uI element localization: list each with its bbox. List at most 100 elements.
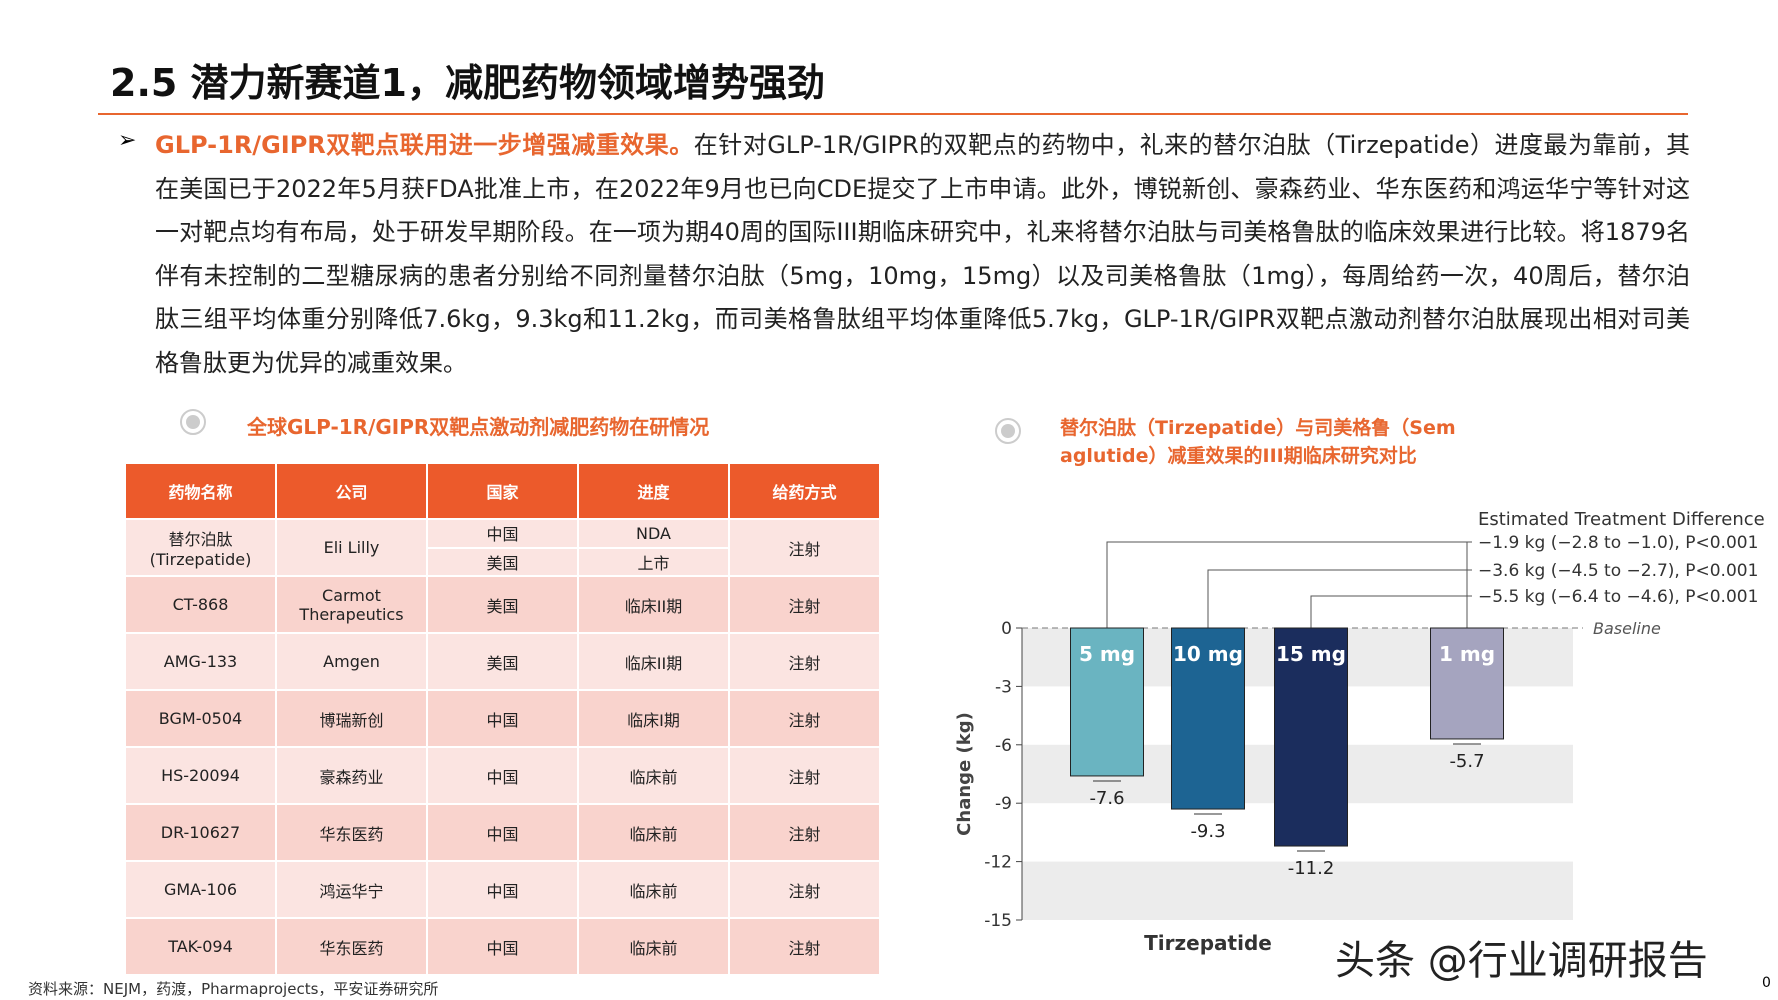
- table-cell: 替尔泊肽 (Tirzepatide): [124, 518, 277, 577]
- column-header: 公司: [275, 462, 428, 520]
- bar: [1070, 627, 1144, 777]
- table-row: 替尔泊肽 (Tirzepatide) Eli Lilly 中国 NDA 注射: [124, 518, 881, 577]
- group-label: Tirzepatide: [1144, 931, 1272, 955]
- icon: [1001, 424, 1015, 438]
- table-cell: 注射: [728, 860, 881, 919]
- y-tick-label: -12: [984, 853, 1012, 873]
- y-axis-label: Change (kg): [954, 712, 975, 836]
- table-cell: 中国: [426, 917, 579, 976]
- highlight: GLP-1R/GIPR双靶点联用进一步增强减重效果。: [155, 131, 694, 159]
- column-header: 国家: [426, 462, 579, 520]
- table-row: AMG-133 Amgen 美国 临床II期 注射: [124, 632, 881, 691]
- table-cell: 美国: [426, 632, 579, 691]
- annotation: −3.6 kg (−4.5 to −2.7), P<0.001: [1478, 561, 1758, 581]
- table-cell: 注射: [728, 518, 881, 577]
- bar-category: 15 mg: [1276, 642, 1346, 666]
- paragraph-text: 在针对GLP-1R/GIPR的双靶点的药物中，礼来的替尔泊肽（Tirzepati…: [155, 131, 1690, 377]
- value-label: -5.7: [1449, 751, 1484, 772]
- table-cell: 上市: [577, 546, 730, 577]
- bar-category: 1 mg: [1439, 642, 1495, 666]
- paragraph: GLP-1R/GIPR双靶点联用进一步增强减重效果。在针对GLP-1R/GIPR…: [155, 124, 1690, 385]
- annotation: −1.9 kg (−2.8 to −1.0), P<0.001: [1478, 533, 1758, 553]
- table-cell: 注射: [728, 632, 881, 691]
- band: [1022, 861, 1573, 920]
- bar: [1171, 627, 1245, 810]
- table-cell: Carmot Therapeutics: [275, 575, 428, 634]
- legend-title: Estimated Treatment Difference: [1478, 509, 1765, 530]
- table: 药物名称 公司 国家 进度 给药方式 替尔泊肽 (Tirzepatide) Eli Lill…: [124, 462, 881, 976]
- table-cell: 博瑞新创: [275, 689, 428, 748]
- table-cell: NDA: [577, 518, 730, 549]
- value-label: -7.6: [1089, 788, 1124, 809]
- y-tick-label: -15: [984, 911, 1012, 931]
- bar: [1430, 627, 1504, 740]
- page-number: 0: [1762, 975, 1771, 991]
- table-cell: BGM-0504: [124, 689, 277, 748]
- table-cell: 鸿运华宁: [275, 860, 428, 919]
- table-cell: DR-10627: [124, 803, 277, 862]
- bullet: ➢: [118, 128, 137, 153]
- bracket: [1207, 569, 1472, 628]
- y-tick-label: -9: [995, 794, 1012, 814]
- bracket: [1310, 595, 1472, 628]
- table-cell: 中国: [426, 518, 579, 549]
- table-cell: 注射: [728, 689, 881, 748]
- chart-title: 替尔泊肽（Tirzepatide）与司美格鲁（Sem aglutide）减重效果的…: [1060, 416, 1456, 467]
- table-cell: HS-20094: [124, 746, 277, 805]
- table-cell: 临床前: [577, 803, 730, 862]
- watermark: 头条 @行业调研报告: [1335, 938, 1708, 984]
- baseline-label: Baseline: [1593, 619, 1661, 638]
- table-cell: 注射: [728, 575, 881, 634]
- chart: 替尔泊肽（Tirzepatide）与司美格鲁（Sem aglutide）减重效果的…: [954, 416, 1765, 955]
- table-row: TAK-094 华东医药 中国 临床前 注射: [124, 917, 881, 976]
- table-cell: 中国: [426, 746, 579, 805]
- table-cell: 注射: [728, 917, 881, 976]
- table-row: DR-10627 华东医药 中国 临床前 注射: [124, 803, 881, 862]
- table-cell: 注射: [728, 803, 881, 862]
- table-cell: 中国: [426, 803, 579, 862]
- table-cell: Eli Lilly: [275, 518, 428, 577]
- table-cell: 临床前: [577, 917, 730, 976]
- table-cell: 华东医药: [275, 803, 428, 862]
- bar: [1274, 627, 1348, 847]
- icon: [180, 409, 206, 435]
- table-cell: GMA-106: [124, 860, 277, 919]
- table-row: CT-868 Carmot Therapeutics 美国 临床II期 注射: [124, 575, 881, 634]
- table-row: GMA-106 鸿运华宁 中国 临床前 注射: [124, 860, 881, 919]
- table-cell: 临床前: [577, 746, 730, 805]
- value-label: -11.2: [1288, 858, 1335, 879]
- table-cell: 豪森药业: [275, 746, 428, 805]
- value-label: -9.3: [1190, 821, 1225, 842]
- column-header: 给药方式: [728, 462, 881, 520]
- column-header: 药物名称: [124, 462, 277, 520]
- table-cell: Amgen: [275, 632, 428, 691]
- y-tick-label: 0: [1001, 619, 1012, 639]
- y-tick-label: -6: [995, 736, 1012, 756]
- bracket: [1106, 541, 1472, 628]
- title-rule: [98, 113, 1688, 115]
- table-row: HS-20094 豪森药业 中国 临床前 注射: [124, 746, 881, 805]
- table-cell: 美国: [426, 575, 579, 634]
- page-title: 2.5 潜力新赛道1，减肥药物领域增势强劲: [110, 61, 825, 105]
- table-cell: 临床II期: [577, 575, 730, 634]
- table-cell: 美国: [426, 546, 579, 577]
- table-cell: 中国: [426, 689, 579, 748]
- header-row: 药物名称 公司 国家 进度 给药方式: [124, 462, 881, 520]
- table-cell: 临床I期: [577, 689, 730, 748]
- table-cell: 临床前: [577, 860, 730, 919]
- annotation: −5.5 kg (−6.4 to −4.6), P<0.001: [1478, 587, 1758, 607]
- column-header: 进度: [577, 462, 730, 520]
- table-title: 全球GLP-1R/GIPR双靶点激动剂减肥药物在研情况: [247, 415, 710, 439]
- table-cell: TAK-094: [124, 917, 277, 976]
- icon: [995, 418, 1021, 444]
- y-tick-label: -3: [995, 677, 1012, 697]
- table-row: BGM-0504 博瑞新创 中国 临床I期 注射: [124, 689, 881, 748]
- table-cell: CT-868: [124, 575, 277, 634]
- bar-category: 10 mg: [1173, 642, 1243, 666]
- table-cell: 中国: [426, 860, 579, 919]
- bar-category: 5 mg: [1079, 642, 1135, 666]
- table-cell: 临床II期: [577, 632, 730, 691]
- table-cell: AMG-133: [124, 632, 277, 691]
- table-cell: 华东医药: [275, 917, 428, 976]
